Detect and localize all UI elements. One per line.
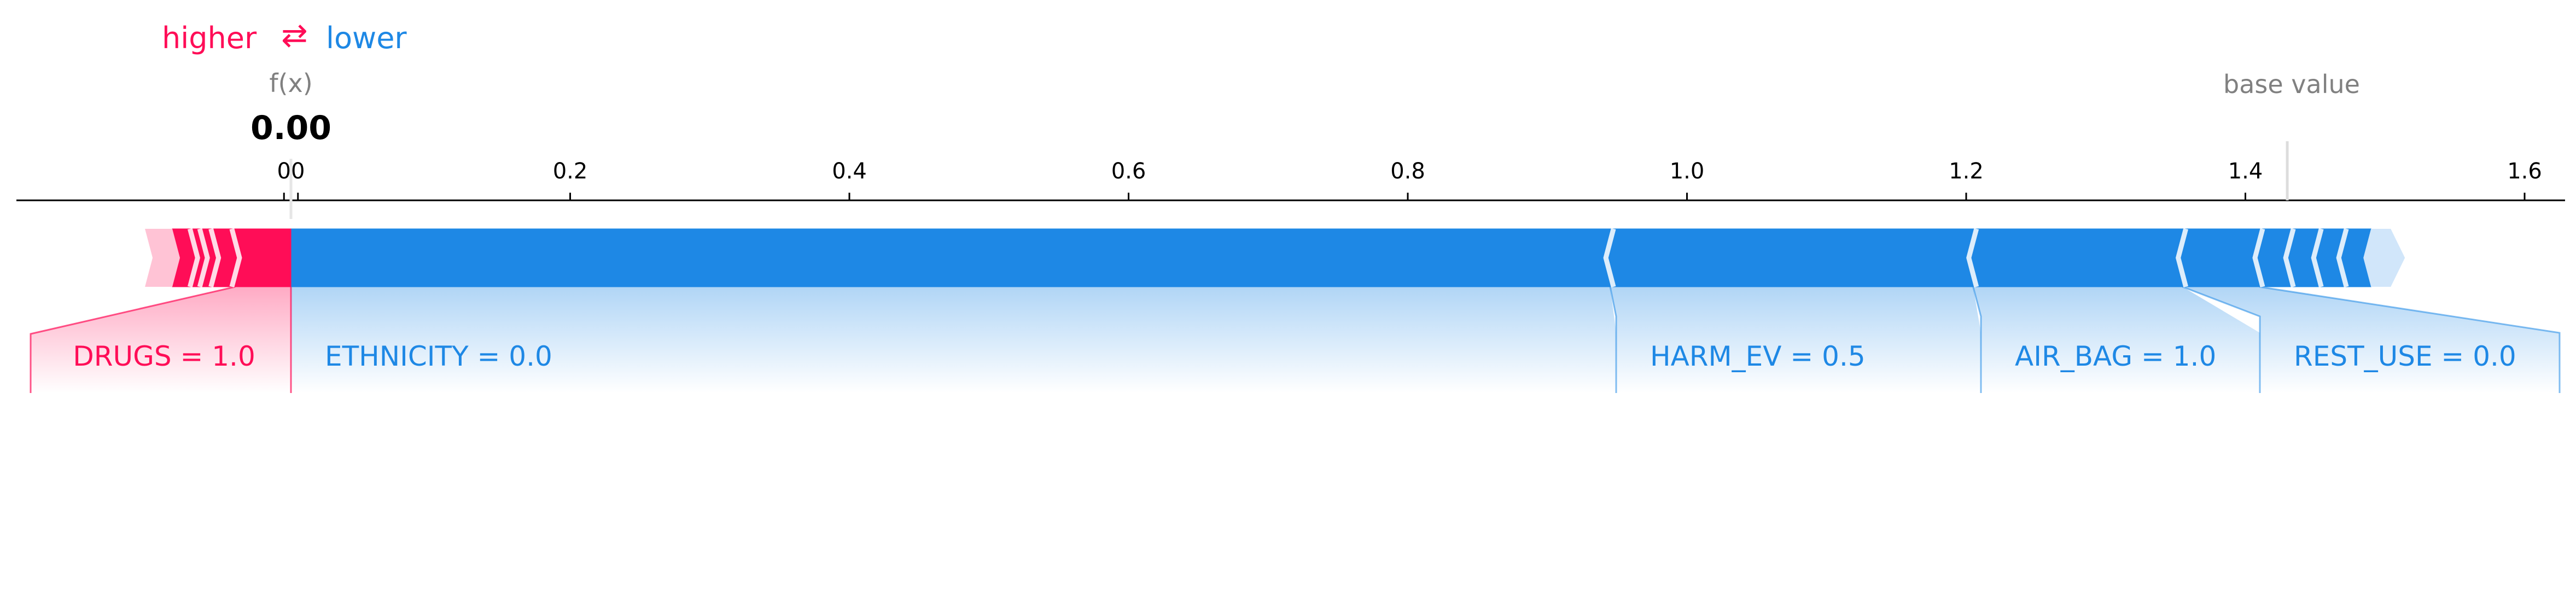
axis-tick-label: 0.6 <box>1111 159 1146 184</box>
bar-separator <box>2175 228 2188 288</box>
lower-connector <box>1972 286 1982 393</box>
lower-connector <box>1609 286 1617 393</box>
lower-feature-label: HARM_EV = 0.5 <box>1650 340 1866 372</box>
lower-label-area <box>2182 287 2560 393</box>
axis-tick-label: 0 <box>291 159 305 184</box>
higher-connector <box>30 286 236 393</box>
base-value-label: base value <box>2223 70 2360 99</box>
axis-tick-label: 0.4 <box>832 159 867 184</box>
axis-tick-label: 0.2 <box>553 159 588 184</box>
x-axis: 0 0 0.2 0.4 0.6 0.8 1.0 1.2 1.4 1.6 <box>16 141 2565 219</box>
axis-tick-label: 1.6 <box>2507 159 2542 184</box>
feature-labels: ETHNICITY = 0.0 HARM_EV = 0.5 AIR_BAG = 1.… <box>73 340 2516 372</box>
axis-tick-label: 0.8 <box>1390 159 1425 184</box>
lower-feature-label: AIR_BAG = 1.0 <box>2015 340 2216 372</box>
bar-separator <box>2283 228 2296 288</box>
higher-label-area <box>31 287 291 393</box>
bar-separator <box>2311 228 2324 288</box>
lower-bar <box>1965 228 2183 287</box>
bar-separator <box>208 228 222 288</box>
lower-bar <box>1602 228 1974 287</box>
lower-label-area <box>1610 287 1981 393</box>
higher-tail <box>145 229 180 287</box>
bar-separator <box>187 228 200 288</box>
legend-higher: higher <box>162 21 257 55</box>
lower-label-area <box>1973 287 2260 393</box>
higher-feature-label: DRUGS = 1.0 <box>73 340 255 372</box>
fx-value: 0.00 <box>250 109 331 147</box>
bar-separator <box>1966 228 1979 288</box>
bar-separator <box>197 228 210 288</box>
bar-separator <box>2252 228 2265 288</box>
axis-tick-label: 1.2 <box>1949 159 1984 184</box>
feature-bars <box>145 228 2405 288</box>
axis-tick-label: 1.4 <box>2228 159 2263 184</box>
label-areas <box>30 286 2561 393</box>
lower-label-area <box>291 287 1616 393</box>
axis-tick-label: 0 <box>277 159 291 184</box>
lower-feature-label: REST_USE = 0.0 <box>2294 340 2516 372</box>
lower-bar <box>283 228 1611 287</box>
bar-separator <box>1603 228 1616 288</box>
axis-tick-label: 1.0 <box>1670 159 1705 184</box>
bar-separator <box>229 228 242 288</box>
lower-connector <box>2182 286 2261 393</box>
higher-bar <box>235 228 292 287</box>
fx-label: f(x) <box>269 68 312 98</box>
lower-tail <box>2363 229 2405 287</box>
lower-connector <box>2259 286 2561 393</box>
legend-lower: lower <box>326 21 407 55</box>
bar-separator <box>2336 228 2349 288</box>
lower-bar <box>2175 228 2260 287</box>
legend-arrow: ⇄ <box>281 16 308 54</box>
lower-feature-label: ETHNICITY = 0.0 <box>325 340 552 372</box>
